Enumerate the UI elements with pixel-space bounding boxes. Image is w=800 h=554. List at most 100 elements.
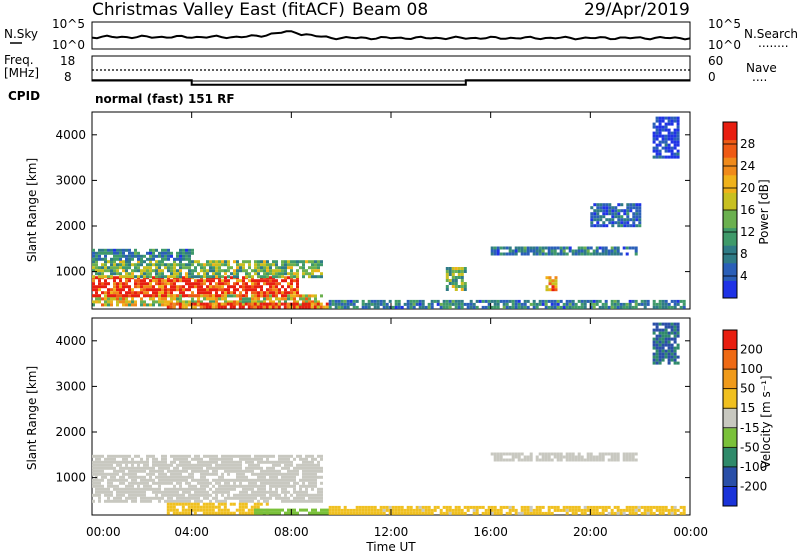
heatmap-cell: [305, 508, 308, 512]
heatmap-cell: [275, 294, 278, 298]
heatmap-cell: [475, 511, 479, 515]
heatmap-cell: [101, 472, 104, 476]
heatmap-cell: [317, 260, 320, 264]
heatmap-cell: [290, 478, 293, 482]
heatmap-cell: [269, 297, 272, 301]
heatmap-cell: [568, 246, 572, 250]
heatmap-cell: [227, 496, 230, 500]
heatmap-cell: [101, 251, 104, 255]
heatmap-cell: [605, 209, 609, 213]
heatmap-cell: [254, 481, 257, 485]
heatmap-cell: [215, 457, 218, 461]
heatmap-cell: [107, 294, 110, 298]
heatmap-cell: [611, 209, 615, 213]
heatmap-cell: [227, 279, 230, 283]
heatmap-cell: [305, 499, 308, 503]
heatmap-cell: [499, 505, 503, 509]
heatmap-cell: [667, 149, 671, 153]
heatmap-cell: [260, 490, 263, 494]
heatmap-cell: [625, 452, 629, 456]
heatmap-cell: [164, 279, 167, 283]
heatmap-cell: [203, 472, 206, 476]
heatmap-cell: [626, 224, 630, 228]
heatmap-cell: [635, 215, 639, 219]
heatmap-cell: [317, 466, 320, 470]
heatmap-cell: [316, 302, 320, 306]
heatmap-cell: [122, 475, 125, 479]
heatmap-cell: [379, 508, 383, 512]
heatmap-cell: [499, 455, 503, 459]
heatmap-cell: [179, 478, 182, 482]
colorbar-swatch: [723, 174, 737, 193]
heatmap-cell: [610, 302, 614, 306]
heatmap-cell: [215, 469, 218, 473]
heatmap-cell: [667, 340, 671, 344]
heatmap-cell: [122, 282, 125, 286]
heatmap-cell: [224, 291, 227, 295]
heatmap-cell: [617, 212, 621, 216]
heatmap-cell: [421, 305, 425, 309]
heatmap-cell: [448, 511, 452, 515]
heatmap-cell: [167, 257, 170, 261]
heatmap-cell: [583, 249, 587, 253]
heatmap-cell: [451, 276, 455, 279]
heatmap-cell: [182, 454, 185, 458]
heatmap-cell: [655, 505, 659, 509]
freq-label-line2: [MHz]: [4, 66, 39, 80]
heatmap-cell: [143, 487, 146, 491]
heatmap-cell: [232, 511, 236, 515]
heatmap-cell: [310, 302, 314, 306]
heatmap-cell: [194, 478, 197, 482]
heatmap-cell: [236, 282, 239, 286]
heatmap-cell: [517, 246, 521, 250]
heatmap-cell: [188, 260, 191, 264]
heatmap-cell: [98, 266, 101, 270]
heatmap-cell: [203, 484, 206, 488]
heatmap-cell: [508, 249, 512, 253]
heatmap-cell: [547, 246, 551, 250]
heatmap-cell: [379, 505, 383, 509]
heatmap-cell: [284, 463, 287, 467]
heatmap-cell: [556, 505, 560, 509]
heatmap-cell: [158, 496, 161, 500]
heatmap-cell: [602, 212, 606, 216]
heatmap-cell: [95, 257, 98, 261]
heatmap-cell: [251, 484, 254, 488]
heatmap-cell: [343, 299, 347, 303]
heatmap-cell: [128, 285, 131, 289]
heatmap-cell: [311, 266, 314, 270]
heatmap-cell: [188, 475, 191, 479]
heatmap-cell: [164, 288, 167, 292]
heatmap-cell: [284, 272, 287, 276]
heatmap-cell: [553, 508, 557, 512]
heatmap-cell: [601, 246, 605, 250]
heatmap-cell: [98, 481, 101, 485]
freq-label-line1: Freq.: [4, 53, 34, 67]
heatmap-cell: [137, 466, 140, 470]
heatmap-cell: [95, 297, 98, 301]
heatmap-cell: [248, 279, 251, 283]
heatmap-cell: [385, 508, 389, 512]
heatmap-cell: [176, 463, 179, 467]
heatmap-cell: [667, 358, 671, 362]
heatmap-cell: [602, 221, 606, 225]
heatmap-cell: [197, 279, 200, 283]
heatmap-cell: [218, 294, 221, 298]
heatmap-cell: [523, 302, 527, 306]
heatmap-cell: [562, 252, 566, 256]
heatmap-cell: [538, 252, 542, 256]
heatmap-cell: [215, 291, 218, 295]
heatmap-cell: [176, 272, 179, 276]
heatmap-cell: [436, 299, 440, 303]
heatmap-cell: [170, 254, 173, 258]
heatmap-cell: [98, 469, 101, 473]
heatmap-cell: [508, 458, 512, 462]
heatmap-cell: [592, 511, 596, 515]
heatmap-cell: [196, 508, 200, 512]
heatmap-cell: [170, 493, 173, 497]
heatmap-cell: [337, 302, 341, 306]
heatmap-cell: [236, 478, 239, 482]
heatmap-cell: [232, 302, 236, 306]
heatmap-cell: [484, 299, 488, 303]
heatmap-cell: [382, 302, 386, 306]
